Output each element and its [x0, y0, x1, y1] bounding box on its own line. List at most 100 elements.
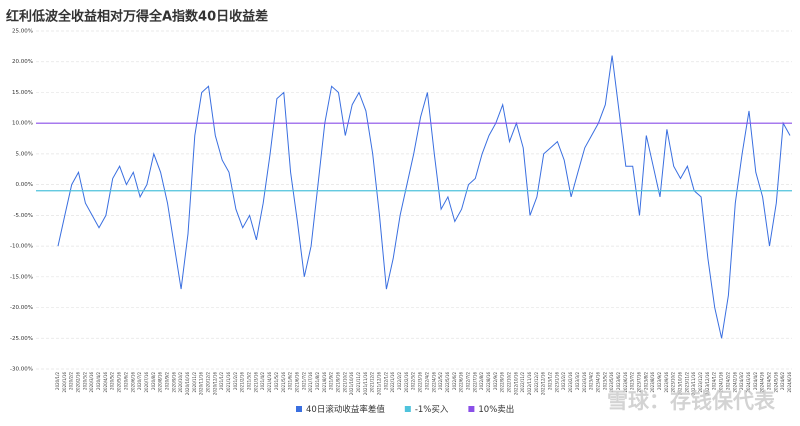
x-tick-label: 2020/5/16	[117, 372, 122, 393]
x-tick-label: 2022/1/16	[390, 372, 395, 393]
x-tick-label: 2021/7/2	[301, 372, 306, 390]
x-tick-label: 2024/4/2	[753, 372, 758, 390]
x-tick-label: 2020/2/16	[76, 372, 81, 393]
x-tick-label: 2023/8/2	[643, 372, 648, 390]
x-tick-label: 2020/7/16	[144, 372, 149, 393]
x-tick-label: 2021/6/2	[288, 372, 293, 390]
y-tick-label: -20.00%	[10, 305, 33, 311]
x-tick-label: 2023/6/16	[623, 372, 628, 393]
x-tick-label: 2022/12/16	[541, 372, 546, 396]
x-tick-label: 2023/11/16	[691, 372, 696, 396]
legend-label: 40日滚动收益率差值	[306, 404, 385, 415]
x-tick-label: 2022/8/16	[486, 372, 491, 393]
x-tick-label: 2020/9/2	[164, 372, 169, 390]
x-tick-label: 2020/6/2	[123, 372, 128, 390]
x-tick-label: 2021/12/16	[377, 372, 382, 396]
x-tick-label: 2022/8/2	[479, 372, 484, 390]
x-tick-label: 2021/8/16	[322, 372, 327, 393]
x-tick-label: 2020/2/2	[69, 372, 74, 390]
x-tick-label: 2020/10/16	[185, 372, 190, 396]
legend-swatch	[404, 406, 411, 412]
y-tick-label: -10.00%	[10, 244, 33, 250]
x-tick-label: 2023/3/2	[575, 372, 580, 390]
x-tick-label: 2024/4/16	[760, 372, 765, 393]
y-tick-label: -30.00%	[10, 367, 33, 373]
x-tick-label: 2021/6/16	[294, 372, 299, 393]
x-tick-label: 2020/4/16	[103, 372, 108, 393]
x-tick-label: 2021/8/2	[315, 372, 320, 390]
x-tick-label: 2021/5/16	[281, 372, 286, 393]
x-tick-label: 2023/7/16	[636, 372, 641, 393]
y-tick-label: -25.00%	[10, 336, 33, 342]
x-tick-label: 2021/2/2	[233, 372, 238, 390]
x-tick-label: 2024/1/2	[712, 372, 717, 390]
x-tick-label: 2020/8/16	[158, 372, 163, 393]
x-tick-label: 2024/3/16	[746, 372, 751, 393]
x-tick-label: 2024/3/2	[739, 372, 744, 390]
x-tick-label: 2021/10/16	[349, 372, 354, 396]
x-tick-label: 2023/2/2	[561, 372, 566, 390]
y-tick-label: -15.00%	[10, 274, 33, 280]
legend-label: 10%卖出	[478, 404, 514, 415]
x-tick-label: 2022/5/16	[445, 372, 450, 393]
x-tick-label: 2024/5/2	[766, 372, 771, 390]
x-tick-label: 2022/10/2	[507, 372, 512, 393]
chart-title: 红利低波全收益相对万得全A指数40日收益差	[6, 9, 268, 25]
x-tick-label: 2022/3/16	[418, 372, 423, 393]
x-tick-label: 2023/3/16	[582, 372, 587, 393]
x-tick-label: 2021/7/16	[308, 372, 313, 393]
x-tick-label: 2023/4/16	[595, 372, 600, 393]
x-tick-label: 2022/6/16	[459, 372, 464, 393]
x-tick-label: 2023/1/2	[548, 372, 553, 390]
y-tick-label: 10.00%	[12, 121, 33, 127]
x-tick-label: 2023/5/16	[609, 372, 614, 393]
x-tick-label: 2020/10/2	[178, 372, 183, 393]
x-tick-label: 2020/7/2	[137, 372, 142, 390]
watermark: 雪球：存钱保代表	[607, 389, 776, 413]
y-tick-label: 25.00%	[12, 29, 33, 35]
x-tick-label: 2020/4/2	[96, 372, 101, 390]
x-tick-label: 2021/4/16	[267, 372, 272, 393]
x-tick-label: 2023/11/2	[684, 372, 689, 393]
x-tick-label: 2022/1/2	[383, 372, 388, 390]
x-tick-label: 2020/8/2	[151, 372, 156, 390]
x-tick-label: 2022/5/2	[438, 372, 443, 390]
x-tick-label: 2023/4/2	[589, 372, 594, 390]
x-tick-label: 2024/5/16	[773, 372, 778, 393]
x-tick-label: 2020/12/2	[206, 372, 211, 393]
x-tick-label: 2023/10/2	[671, 372, 676, 393]
x-tick-label: 2021/5/2	[274, 372, 279, 390]
legend-label: -1%买入	[415, 405, 449, 415]
x-tick-label: 2021/12/2	[370, 372, 375, 393]
x-tick-label: 2020/5/2	[110, 372, 115, 390]
x-tick-label: 2022/10/16	[513, 372, 518, 396]
x-tick-label: 2020/1/2	[55, 372, 60, 390]
legend-swatch	[468, 406, 475, 412]
x-tick-label: 2022/11/16	[527, 372, 532, 396]
x-tick-label: 2020/11/16	[199, 372, 204, 396]
x-tick-label: 2023/8/16	[650, 372, 655, 393]
x-tick-label: 2020/6/16	[130, 372, 135, 393]
x-tick-label: 2020/12/16	[212, 372, 217, 396]
x-tick-label: 2022/11/2	[520, 372, 525, 393]
x-tick-label: 2024/1/16	[719, 372, 724, 393]
x-tick-label: 2022/12/2	[534, 372, 539, 393]
x-tick-label: 2020/9/16	[171, 372, 176, 393]
x-tick-label: 2023/5/2	[602, 372, 607, 390]
x-tick-label: 2022/3/2	[411, 372, 416, 390]
x-tick-label: 2023/12/16	[705, 372, 710, 396]
x-tick-label: 2021/11/16	[363, 372, 368, 396]
x-tick-label: 2024/6/16	[787, 372, 792, 393]
x-tick-label: 2023/7/2	[630, 372, 635, 390]
x-tick-label: 2022/2/16	[404, 372, 409, 393]
x-tick-label: 2020/11/2	[192, 372, 197, 393]
legend-swatch	[296, 406, 302, 412]
x-tick-label: 2024/2/16	[732, 372, 737, 393]
x-tick-label: 2020/1/16	[62, 372, 67, 393]
x-tick-label: 2021/3/2	[247, 372, 252, 390]
x-tick-label: 2024/2/2	[725, 372, 730, 390]
x-tick-label: 2022/4/16	[431, 372, 436, 393]
x-tick-label: 2023/2/16	[568, 372, 573, 393]
x-tick-label: 2022/9/16	[500, 372, 505, 393]
